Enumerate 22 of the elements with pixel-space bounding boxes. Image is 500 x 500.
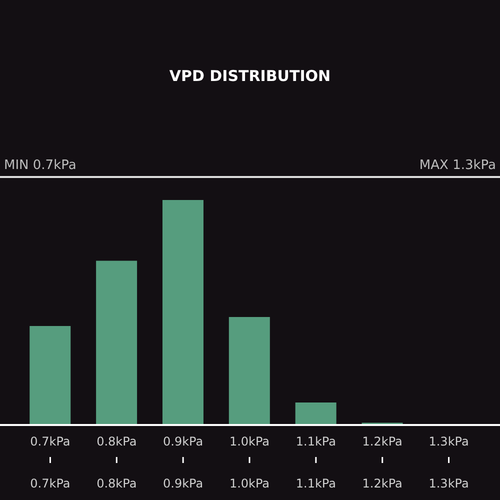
x-tick-label: 1.2kPa [362, 434, 402, 449]
bar [96, 260, 138, 425]
category-label: 1.0kPa [229, 476, 270, 491]
bar [30, 326, 71, 425]
text: MAX 1.3kPa [419, 158, 496, 174]
bar [295, 402, 336, 425]
category-label: 1.3kPa [428, 476, 469, 491]
x-tick-label: 0.8kPa [96, 434, 137, 449]
category-label: 1.2kPa [362, 476, 402, 491]
category-label: 1.1kPa [296, 476, 336, 491]
text: MIN 0.7kPa [4, 158, 76, 174]
bar [162, 200, 204, 425]
category-label: 0.9kPa [163, 476, 204, 491]
chart-title: VPD DISTRIBUTION [168, 66, 332, 86]
category-label: 0.8kPa [96, 476, 137, 491]
x-tick-label: 0.9kPa [163, 434, 204, 449]
x-tick-label: 1.1kPa [296, 434, 336, 449]
bar [228, 317, 270, 425]
x-tick-label: 1.0kPa [229, 434, 270, 449]
category-label: 0.7kPa [30, 476, 70, 491]
x-tick-label: 1.3kPa [428, 434, 469, 449]
x-tick-label: 0.7kPa [30, 434, 70, 449]
